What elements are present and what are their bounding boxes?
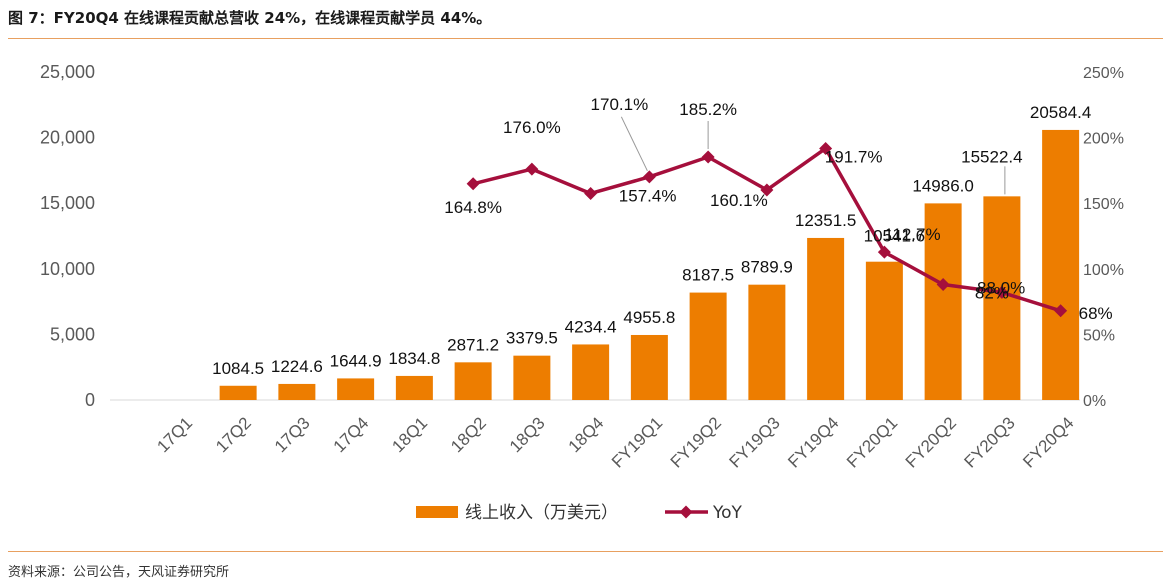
yoy-label-FY19Q3: 160.1% (710, 191, 768, 210)
bar-label-18Q1: 1834.8 (388, 349, 440, 368)
bar-label-FY19Q2: 8187.5 (682, 266, 734, 285)
y-left-tick-label: 5,000 (50, 324, 95, 344)
y-right-tick-label: 50% (1083, 327, 1115, 344)
label-leader-lines (620, 116, 1006, 195)
bar-FY20Q4 (1042, 129, 1080, 400)
bar-label-18Q4: 4234.4 (565, 317, 617, 336)
bar-label-18Q3: 3379.5 (506, 329, 558, 348)
x-tick-label-17Q3: 17Q3 (271, 413, 314, 456)
yoy-line-series (466, 141, 1068, 318)
bar-18Q3 (513, 355, 551, 400)
bar-label-18Q2: 2871.2 (447, 335, 499, 354)
x-tick-label-18Q2: 18Q2 (447, 413, 490, 456)
yoy-marker-18Q4 (584, 186, 598, 200)
yoy-marker-FY19Q2 (701, 150, 715, 164)
yoy-label-FY20Q1: 112.7% (884, 225, 940, 244)
x-tick-label-FY20Q4: FY20Q4 (1019, 413, 1077, 471)
x-tick-label-18Q3: 18Q3 (506, 413, 549, 456)
bar-17Q4 (337, 378, 375, 400)
x-tick-label-FY20Q1: FY20Q1 (843, 413, 901, 471)
figure-title: 图 7：FY20Q4 在线课程贡献总营收 24%，在线课程贡献学员 44%。 (8, 9, 492, 27)
legend: 线上收入（万美元） YoY (416, 503, 743, 523)
bar-label-17Q4: 1644.9 (330, 351, 382, 370)
y-left-tick-label: 25,000 (40, 62, 95, 82)
bar-data-labels: 1084.5 1224.6 1644.9 1834.8 2871.2 3379.5 4234… (212, 103, 1091, 378)
y-left-tick-label: 20,000 (40, 128, 95, 148)
yoy-label-18Q4: 157.4% (619, 186, 677, 205)
y-left-axis: 0 5,000 10,000 15,000 20,000 25,000 (40, 62, 95, 410)
x-tick-label-17Q4: 17Q4 (330, 413, 373, 456)
legend-bar-swatch (416, 506, 458, 518)
bar-18Q4 (572, 344, 610, 400)
bar-18Q1 (395, 375, 433, 400)
x-tick-label-FY19Q2: FY19Q2 (667, 413, 725, 471)
bar-label-FY19Q3: 8789.9 (741, 258, 793, 277)
y-left-tick-label: 15,000 (40, 193, 95, 213)
y-right-tick-label: 250% (1083, 65, 1124, 82)
legend-bar-label: 线上收入（万美元） (465, 503, 618, 523)
bar-FY19Q4 (807, 237, 845, 400)
yoy-data-labels: 164.8% 176.0% 157.4% 170.1% 185.2% 160.1% 191.… (444, 95, 1112, 323)
yoy-label-FY20Q2: 88.0% (977, 279, 1025, 298)
leader-line-yoy-FY19Q1 (620, 116, 648, 172)
bar-FY20Q1 (865, 261, 903, 400)
yoy-marker-FY20Q2 (936, 278, 950, 292)
y-left-tick-label: 0 (85, 390, 95, 410)
yoy-label-FY19Q1: 170.1% (591, 95, 649, 114)
yoy-label-FY19Q4: 191.7% (825, 147, 883, 166)
legend-line-label: YoY (712, 503, 743, 523)
x-tick-label-17Q1: 17Q1 (153, 413, 196, 456)
bar-label-FY20Q1: 10541.6 (864, 227, 925, 246)
yoy-marker-FY19Q4 (819, 141, 833, 155)
y-right-tick-label: 0% (1083, 393, 1106, 410)
bottom-divider (8, 551, 1163, 552)
x-tick-label-FY20Q3: FY20Q3 (960, 413, 1018, 471)
x-tick-label-18Q1: 18Q1 (388, 413, 431, 456)
y-right-tick-label: 100% (1083, 262, 1124, 279)
bar-18Q2 (454, 362, 492, 400)
y-left-tick-label: 10,000 (40, 259, 95, 279)
bar-FY19Q3 (748, 284, 786, 400)
legend-line-marker (679, 505, 693, 519)
yoy-marker-FY20Q3 (995, 285, 1009, 299)
x-tick-label-FY19Q4: FY19Q4 (784, 413, 842, 471)
bar-FY20Q2 (924, 203, 962, 400)
x-axis: 17Q1 17Q2 17Q3 17Q4 18Q1 18Q2 18Q3 18Q4 FY19Q1 FY… (153, 413, 1077, 471)
yoy-label-FY20Q4: 68% (1079, 304, 1113, 323)
yoy-label-18Q2: 164.8% (444, 198, 502, 217)
yoy-label-FY20Q3: 82% (975, 283, 1009, 302)
yoy-marker-FY20Q1 (877, 245, 891, 259)
x-tick-label-FY19Q1: FY19Q1 (608, 413, 666, 471)
y-right-axis: 0% 50% 100% 150% 200% 250% (1083, 65, 1124, 410)
bar-FY19Q2 (689, 292, 727, 400)
bar-label-FY20Q3: 15522.4 (961, 147, 1022, 166)
y-right-tick-label: 200% (1083, 131, 1124, 148)
yoy-marker-FY19Q3 (760, 183, 774, 197)
x-tick-label-FY20Q2: FY20Q2 (902, 413, 960, 471)
bar-17Q3 (278, 383, 316, 400)
yoy-marker-FY19Q1 (642, 170, 656, 184)
bar-label-FY19Q1: 4955.8 (623, 308, 675, 327)
bar-FY19Q1 (630, 334, 668, 400)
yoy-label-FY19Q2: 185.2% (679, 100, 737, 119)
bar-17Q2 (219, 385, 257, 400)
yoy-marker-18Q3 (525, 162, 539, 176)
yoy-marker-FY20Q4 (1054, 304, 1068, 318)
bar-label-FY20Q2: 14986.0 (912, 176, 973, 195)
bar-label-17Q3: 1224.6 (271, 357, 323, 376)
bar-label-17Q2: 1084.5 (212, 359, 264, 378)
y-right-tick-label: 150% (1083, 196, 1124, 213)
bar-label-FY19Q4: 12351.5 (795, 211, 856, 230)
x-tick-label-17Q2: 17Q2 (212, 413, 255, 456)
yoy-label-18Q3: 176.0% (503, 118, 561, 137)
source-note: 资料来源：公司公告，天风证券研究所 (8, 565, 230, 580)
top-divider (8, 38, 1163, 39)
bar-label-FY20Q4: 20584.4 (1030, 103, 1091, 122)
x-tick-label-FY19Q3: FY19Q3 (725, 413, 783, 471)
yoy-marker-18Q2 (466, 177, 480, 191)
x-tick-label-18Q4: 18Q4 (565, 413, 608, 456)
